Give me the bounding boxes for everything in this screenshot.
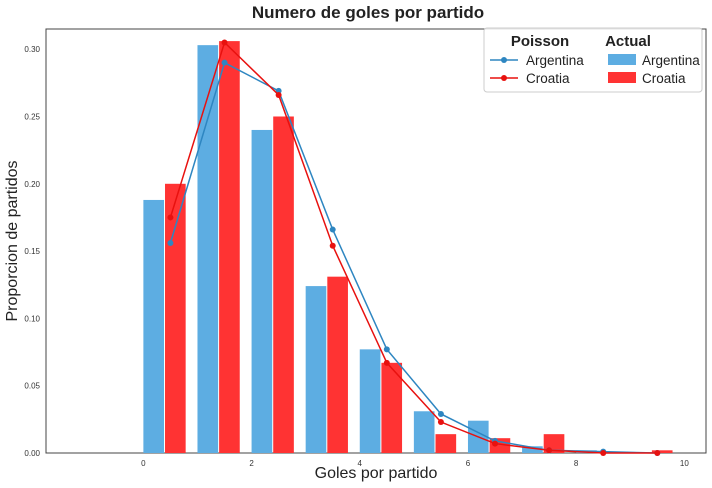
bar-argentina-2: [251, 129, 273, 453]
line-poisson-croatia: [169, 41, 658, 454]
legend-box: [483, 27, 703, 93]
bar-croatia-3: [327, 276, 348, 453]
bar-croatia-2: [273, 116, 294, 454]
point-poisson-argentina-1.5: [221, 59, 228, 66]
y-tick-label-0.30: 0.30: [24, 45, 40, 54]
chart-title: Numero de goles por partido: [252, 3, 484, 22]
y-tick-label-0.00: 0.00: [24, 449, 40, 458]
y-tick-label-0.05: 0.05: [24, 382, 40, 391]
bar-argentina-5: [413, 411, 435, 453]
legend-header-poisson: Poisson: [511, 33, 569, 50]
bar-argentina-4: [359, 349, 381, 453]
point-poisson-croatia-6.5: [492, 440, 499, 447]
x-axis-ticks: 0 2 4 6 8 10: [141, 459, 689, 468]
bar-croatia-9: [651, 450, 673, 453]
y-axis-ticks: 0.00 0.05 0.10 0.15 0.20 0.25 0.30: [24, 45, 40, 458]
bar-croatia-5: [435, 434, 457, 453]
point-poisson-argentina-4.5: [383, 346, 390, 353]
legend-actual-croatia: Croatia: [642, 71, 686, 86]
legend-poisson-argentina: Argentina: [526, 53, 584, 68]
x-tick-label-2: 2: [249, 459, 254, 468]
legend-marker-argentina: [501, 57, 507, 63]
point-poisson-croatia-9.5: [654, 450, 661, 456]
point-poisson-croatia-1.5: [221, 39, 228, 46]
y-tick-label-0.25: 0.25: [24, 112, 40, 121]
bar-argentina-0: [143, 199, 165, 453]
point-poisson-croatia-7.5: [546, 447, 553, 454]
point-poisson-croatia-3.5: [329, 242, 336, 249]
point-poisson-croatia-5.5: [437, 419, 444, 426]
x-tick-label-0: 0: [141, 459, 146, 468]
legend-swatch-croatia: [608, 72, 636, 83]
point-poisson-argentina-3.5: [329, 226, 336, 233]
bar-argentina-1: [197, 45, 219, 454]
x-tick-label-4: 4: [358, 459, 363, 468]
line-poisson-argentina: [169, 61, 658, 454]
y-axis-label: Proporcion de partidos: [4, 161, 21, 322]
legend-actual-argentina: Argentina: [642, 53, 700, 68]
bars-layer: [143, 41, 673, 454]
point-poisson-croatia-2.5: [275, 91, 282, 98]
x-tick-label-6: 6: [466, 459, 471, 468]
bar-argentina-3: [305, 286, 327, 453]
point-poisson-croatia-0.5: [167, 214, 174, 221]
legend-poisson-croatia: Croatia: [526, 71, 570, 86]
x-tick-label-8: 8: [574, 459, 579, 468]
legend-header-actual: Actual: [605, 33, 651, 50]
legend-marker-croatia: [501, 75, 507, 81]
point-poisson-argentina-0.5: [167, 240, 174, 247]
point-poisson-argentina-5.5: [437, 410, 444, 417]
bar-croatia-1: [219, 41, 240, 454]
lines-layer: [167, 39, 661, 456]
bar-argentina-7: [522, 446, 543, 453]
x-tick-label-10: 10: [680, 459, 689, 468]
y-tick-label-0.15: 0.15: [24, 247, 40, 256]
bar-croatia-4: [381, 362, 403, 453]
bar-croatia-0: [165, 183, 186, 454]
y-tick-label-0.10: 0.10: [24, 314, 40, 323]
legend-swatch-argentina: [608, 54, 636, 65]
point-poisson-croatia-8.5: [600, 450, 607, 456]
point-poisson-croatia-4.5: [383, 359, 390, 366]
x-axis-label: Goles por partido: [315, 465, 438, 482]
legend: Poisson Actual Argentina Croatia Argenti…: [483, 27, 703, 93]
y-tick-label-0.20: 0.20: [24, 180, 40, 189]
